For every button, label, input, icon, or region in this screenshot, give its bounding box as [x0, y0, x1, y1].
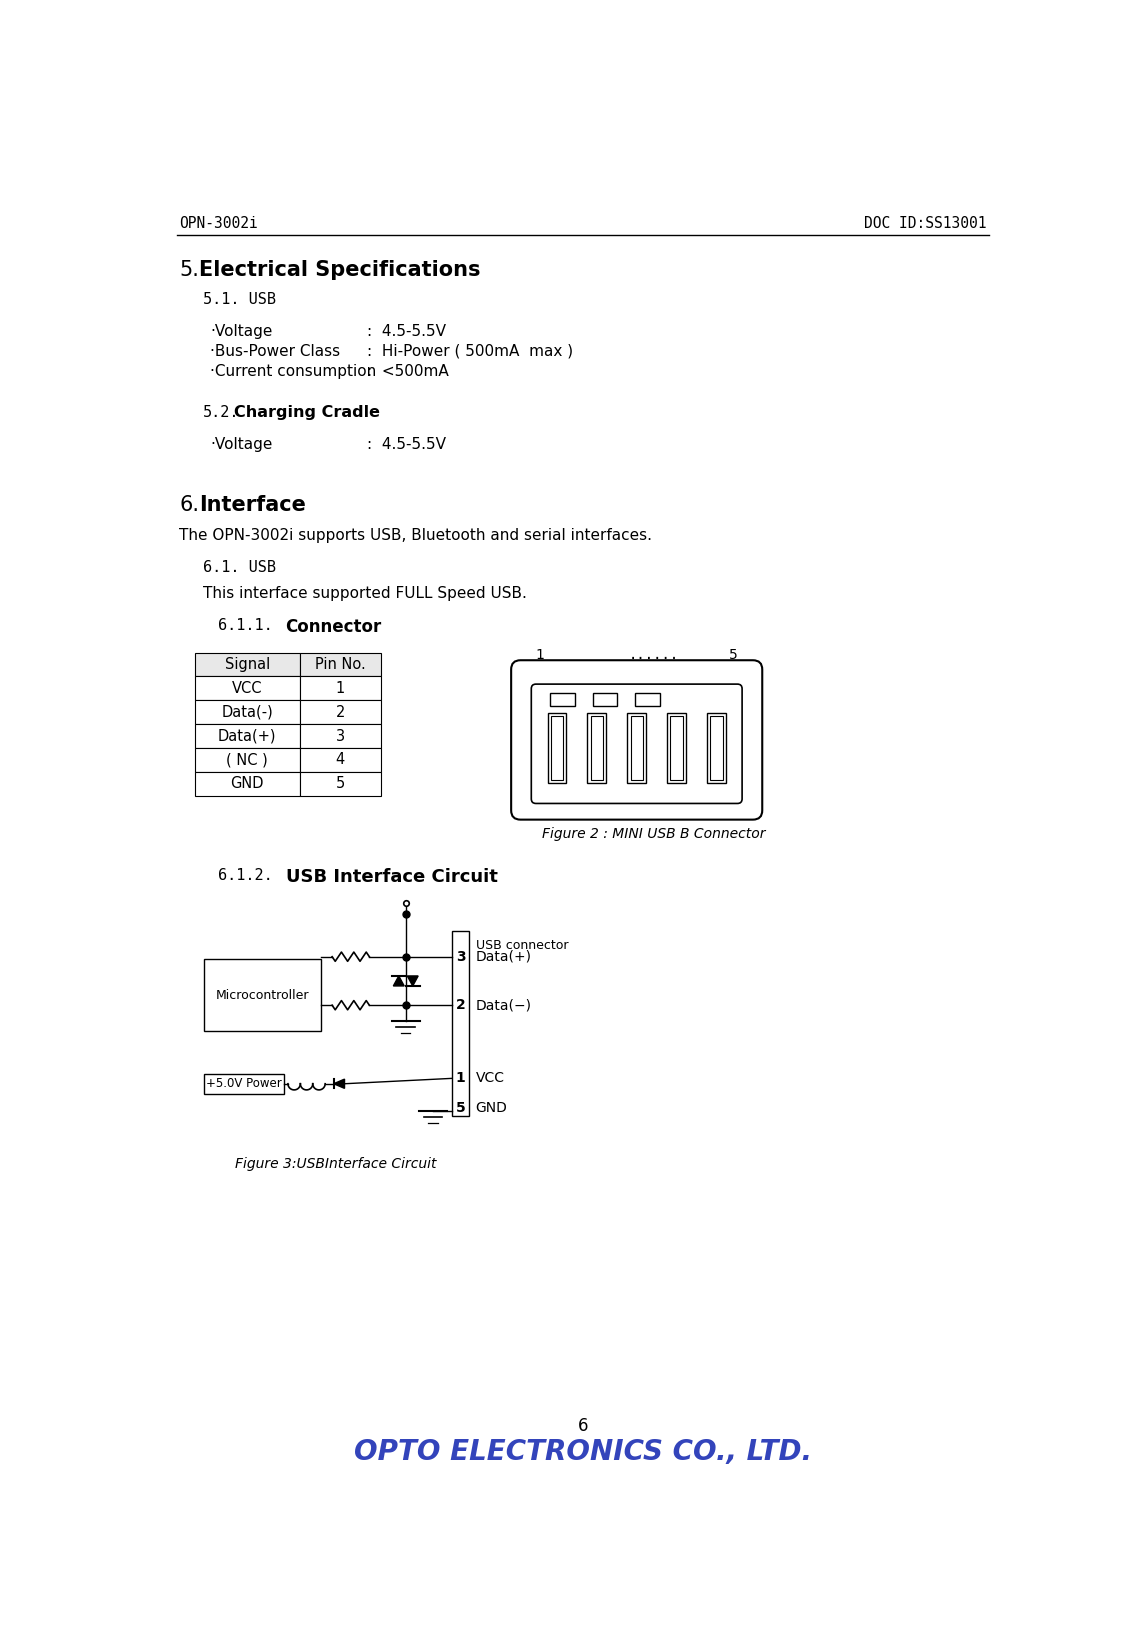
Bar	[670, 717, 683, 780]
Text: Pin No.: Pin No.	[315, 657, 365, 672]
Bar	[550, 692, 575, 705]
Bar	[452, 932, 469, 1117]
Text: Data(−): Data(−)	[476, 998, 531, 1013]
Text: Interface: Interface	[199, 494, 306, 515]
Text: USB Interface Circuit: USB Interface Circuit	[286, 869, 497, 885]
Text: USB connector: USB connector	[476, 938, 568, 952]
Bar	[593, 692, 617, 705]
Text: 3: 3	[336, 729, 345, 743]
Bar	[204, 960, 321, 1031]
FancyBboxPatch shape	[531, 684, 742, 803]
Text: This interface supported FULL Speed USB.: This interface supported FULL Speed USB.	[203, 585, 527, 601]
Bar	[195, 724, 299, 748]
Bar	[707, 714, 726, 783]
Text: ·Current consumption: ·Current consumption	[211, 363, 377, 378]
Text: 5: 5	[336, 776, 345, 791]
Text: 6: 6	[578, 1417, 588, 1436]
Bar	[630, 717, 643, 780]
Bar	[299, 771, 381, 796]
Bar	[195, 771, 299, 796]
Text: Data(+): Data(+)	[218, 729, 277, 743]
Text: Signal: Signal	[224, 657, 270, 672]
Bar	[551, 717, 563, 780]
Text: Charging Cradle: Charging Cradle	[233, 405, 380, 420]
Bar	[547, 714, 567, 783]
Text: Connector: Connector	[286, 618, 382, 636]
Bar	[195, 653, 299, 676]
Text: 2: 2	[456, 998, 465, 1013]
Text: VCC: VCC	[232, 681, 263, 695]
Text: GND: GND	[476, 1102, 508, 1115]
Bar	[204, 1074, 284, 1094]
Text: 6.1.2.: 6.1.2.	[218, 869, 273, 884]
Text: GND: GND	[231, 776, 264, 791]
Text: :  <500mA: : <500mA	[366, 363, 448, 378]
Text: ( NC ): ( NC )	[226, 752, 269, 768]
Text: VCC: VCC	[476, 1072, 504, 1085]
Text: Data(-): Data(-)	[222, 705, 273, 720]
Bar	[635, 692, 660, 705]
Text: 5.1. USB: 5.1. USB	[203, 292, 275, 307]
Text: 5.: 5.	[180, 259, 199, 279]
Text: +5.0V Power: +5.0V Power	[206, 1077, 282, 1090]
Text: ......: ......	[628, 648, 679, 662]
Text: 4: 4	[336, 752, 345, 768]
Text: ·Voltage: ·Voltage	[211, 324, 273, 339]
Text: ·Voltage: ·Voltage	[211, 436, 273, 453]
Bar	[710, 717, 723, 780]
Text: 3: 3	[456, 950, 465, 963]
Polygon shape	[407, 976, 418, 986]
Text: 6.: 6.	[180, 494, 199, 515]
Bar	[195, 676, 299, 700]
Text: Microcontroller: Microcontroller	[215, 988, 310, 1001]
Text: 5: 5	[456, 1102, 465, 1115]
Bar	[299, 653, 381, 676]
Text: 2: 2	[336, 705, 345, 720]
FancyBboxPatch shape	[511, 661, 762, 819]
Text: ·Bus-Power Class: ·Bus-Power Class	[211, 344, 340, 358]
Text: The OPN-3002i supports USB, Bluetooth and serial interfaces.: The OPN-3002i supports USB, Bluetooth an…	[180, 527, 652, 544]
Text: Electrical Specifications: Electrical Specifications	[199, 259, 480, 279]
Text: 5: 5	[729, 648, 737, 662]
Text: Figure 3:USBInterface Circuit: Figure 3:USBInterface Circuit	[236, 1156, 437, 1171]
Polygon shape	[333, 1079, 345, 1089]
Text: 6.1. USB: 6.1. USB	[203, 560, 275, 575]
Text: 1: 1	[456, 1072, 465, 1085]
Text: 5.2.: 5.2.	[203, 405, 239, 420]
Text: :  4.5-5.5V: : 4.5-5.5V	[366, 324, 446, 339]
Bar	[627, 714, 646, 783]
Bar	[299, 700, 381, 724]
Text: 1: 1	[336, 681, 345, 695]
Text: Data(+): Data(+)	[476, 950, 531, 963]
Text: OPTO ELECTRONICS CO., LTD.: OPTO ELECTRONICS CO., LTD.	[354, 1437, 813, 1465]
Bar	[299, 676, 381, 700]
Bar	[195, 700, 299, 724]
Bar	[299, 724, 381, 748]
Polygon shape	[394, 976, 404, 986]
Text: OPN-3002i: OPN-3002i	[180, 216, 258, 231]
Bar	[591, 717, 603, 780]
Text: 1: 1	[535, 648, 544, 662]
Text: Figure 2 : MINI USB B Connector: Figure 2 : MINI USB B Connector	[542, 828, 766, 841]
Bar	[667, 714, 686, 783]
Bar	[587, 714, 607, 783]
Text: DOC ID:SS13001: DOC ID:SS13001	[865, 216, 987, 231]
Bar	[195, 748, 299, 771]
Text: 6.1.1.: 6.1.1.	[218, 618, 273, 633]
Bar	[299, 748, 381, 771]
Text: :  Hi-Power ( 500mA  max ): : Hi-Power ( 500mA max )	[366, 344, 574, 358]
Text: :  4.5-5.5V: : 4.5-5.5V	[366, 436, 446, 453]
